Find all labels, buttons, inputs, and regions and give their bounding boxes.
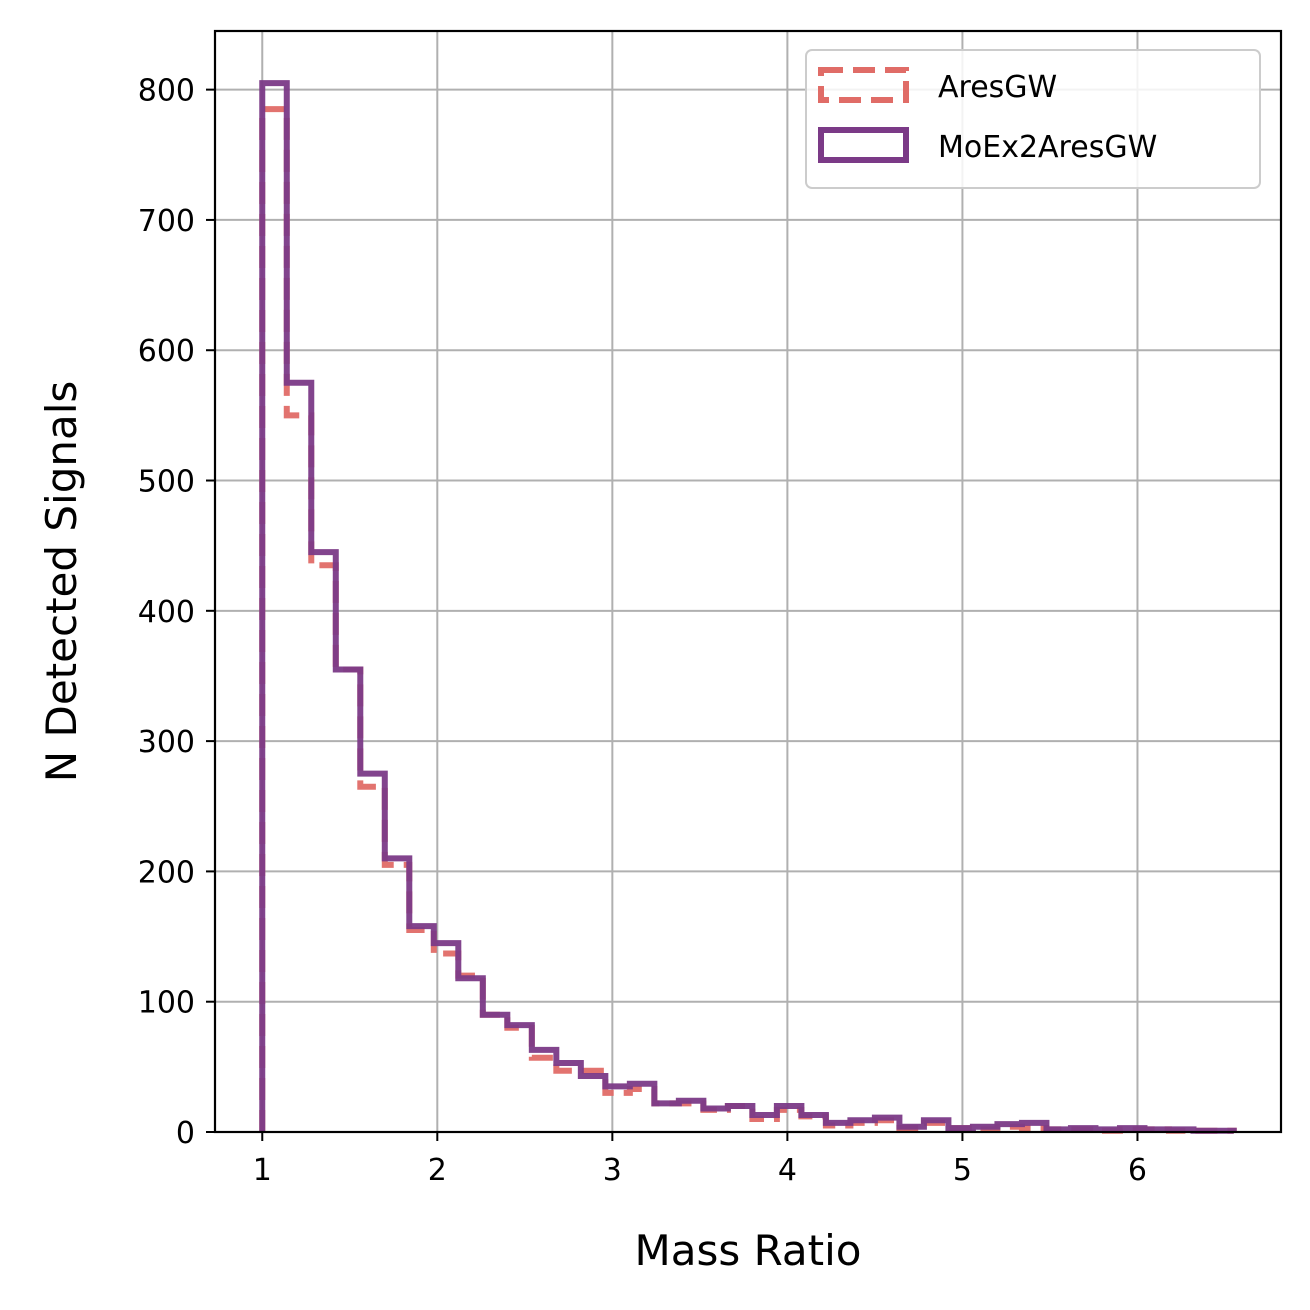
legend-swatch-1: [818, 127, 909, 163]
legend-swatch-0: [818, 67, 909, 103]
legend-box: [805, 49, 1261, 189]
x-tick-label-5: 6: [1128, 1153, 1147, 1188]
legend-label-0: AresGW: [938, 70, 1057, 105]
y-tick-label-7: 700: [138, 204, 195, 239]
series-1-steps: [259, 80, 1237, 1134]
series-0-steps: [259, 106, 1237, 1134]
x-axis-title: Mass Ratio: [635, 1226, 862, 1275]
y-tick-label-5: 500: [138, 465, 195, 500]
legend-label-1: MoEx2AresGW: [938, 130, 1157, 165]
y-tick-label-0: 0: [176, 1116, 195, 1151]
grid: [215, 31, 1281, 1133]
histogram-steps: [259, 80, 1237, 1134]
plot-frame: [213, 29, 1283, 1134]
y-tick-label-6: 600: [138, 334, 195, 369]
y-tick-label-2: 200: [138, 855, 195, 890]
x-tick-label-0: 1: [253, 1153, 272, 1188]
x-tick-label-1: 2: [428, 1153, 447, 1188]
y-tick-label-8: 800: [138, 74, 195, 109]
y-tick-label-1: 100: [138, 986, 195, 1021]
y-tick-label-4: 400: [138, 595, 195, 630]
x-tick-label-4: 5: [953, 1153, 972, 1188]
x-tick-label-2: 3: [603, 1153, 622, 1188]
y-axis-title: N Detected Signals: [37, 381, 86, 783]
legend: AresGW MoEx2AresGW: [805, 49, 1261, 189]
x-tick-label-3: 4: [778, 1153, 797, 1188]
y-tick-label-3: 300: [138, 725, 195, 760]
x-axis-ticks: 1 2 3 4 5 6: [253, 1132, 1147, 1188]
y-axis-ticks: 0 100 200 300 400 500 600 700 800: [138, 74, 215, 1151]
